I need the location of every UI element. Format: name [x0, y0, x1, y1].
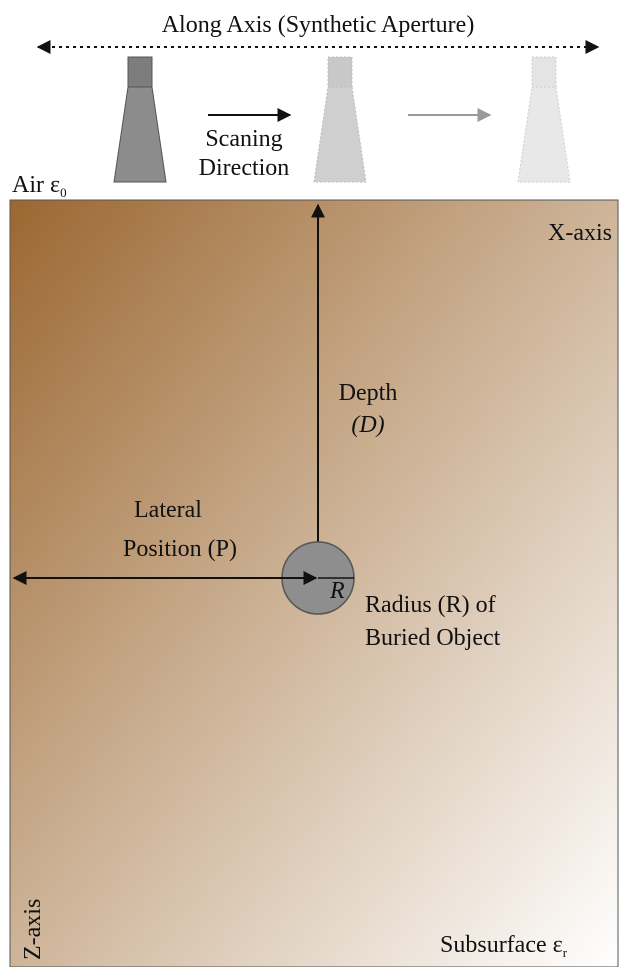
title: Along Axis (Synthetic Aperture) — [162, 12, 475, 38]
depth-label: Depth — [339, 380, 398, 406]
antenna — [313, 56, 367, 183]
radius-symbol: R — [329, 578, 345, 604]
air-subscript: 0 — [60, 185, 67, 200]
z-axis-label: Z-axis — [20, 899, 46, 960]
air-text: Air — [12, 172, 44, 198]
scan-label: Direction — [199, 155, 290, 181]
radius-label: Buried Object — [365, 625, 501, 651]
lateral-label: Position (P) — [123, 536, 237, 562]
radius-label: Radius (R) of — [365, 592, 496, 618]
depth-label: (D) — [351, 412, 384, 438]
subsurface-label: Subsurface εr — [440, 932, 568, 960]
air-label: Air ε0 — [12, 172, 67, 200]
x-axis-label: X-axis — [548, 220, 612, 246]
subsurface-symbol: ε — [553, 932, 563, 958]
scan-label: Scaning — [205, 126, 282, 152]
subsurface-text: Subsurface — [440, 932, 547, 958]
subsurface-subscript: r — [563, 945, 568, 960]
lateral-label: Lateral — [134, 497, 202, 523]
air-symbol: ε — [50, 172, 60, 198]
antenna — [113, 56, 167, 183]
antenna — [517, 56, 571, 183]
